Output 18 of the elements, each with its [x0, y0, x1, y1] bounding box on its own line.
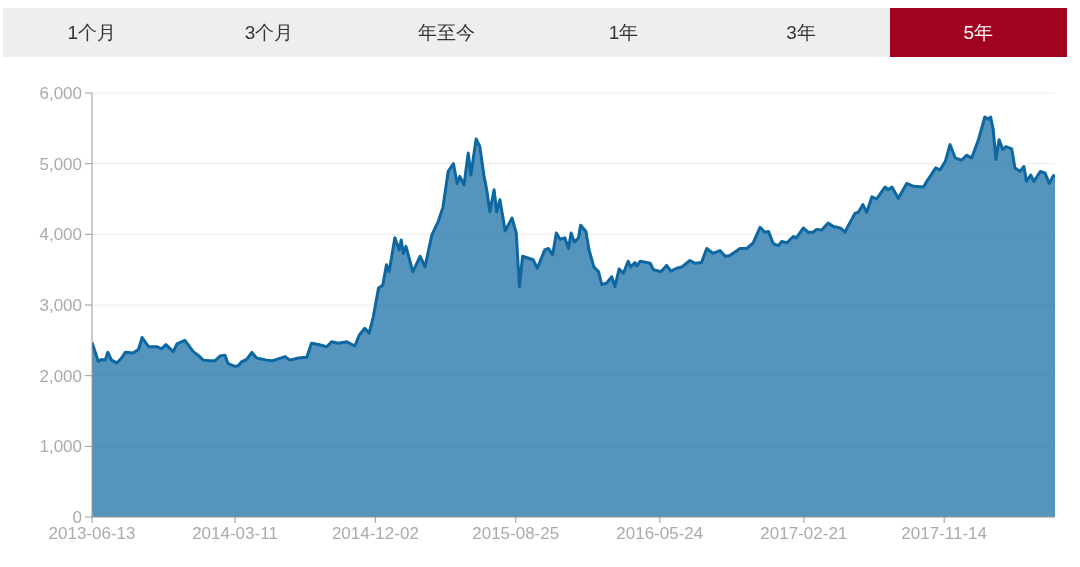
tab-button[interactable]: 年至今 [357, 8, 535, 57]
x-tick-label: 2014-12-02 [331, 524, 419, 544]
tab-button[interactable]: 3个月 [180, 8, 358, 57]
y-tick-label: 3,000 [39, 296, 82, 316]
x-tick-label: 2015-08-25 [472, 524, 560, 544]
x-tick-label: 2016-05-24 [616, 524, 704, 544]
y-tick-label: 5,000 [39, 154, 82, 174]
tab-button[interactable]: 1个月 [3, 8, 181, 57]
tab-button[interactable]: 1年 [535, 8, 713, 57]
x-tick-label: 2017-02-21 [760, 524, 848, 544]
y-tick-label: 6,000 [39, 84, 82, 104]
tab-button[interactable]: 3年 [712, 8, 890, 57]
y-tick-label: 2,000 [39, 366, 82, 386]
y-tick-label: 4,000 [39, 225, 82, 245]
x-tick-label: 2014-03-11 [192, 524, 278, 544]
y-tick-label: 1,000 [39, 437, 82, 457]
x-tick-label: 2017-11-14 [901, 524, 988, 544]
tab-button[interactable]: 5年 [889, 8, 1067, 57]
